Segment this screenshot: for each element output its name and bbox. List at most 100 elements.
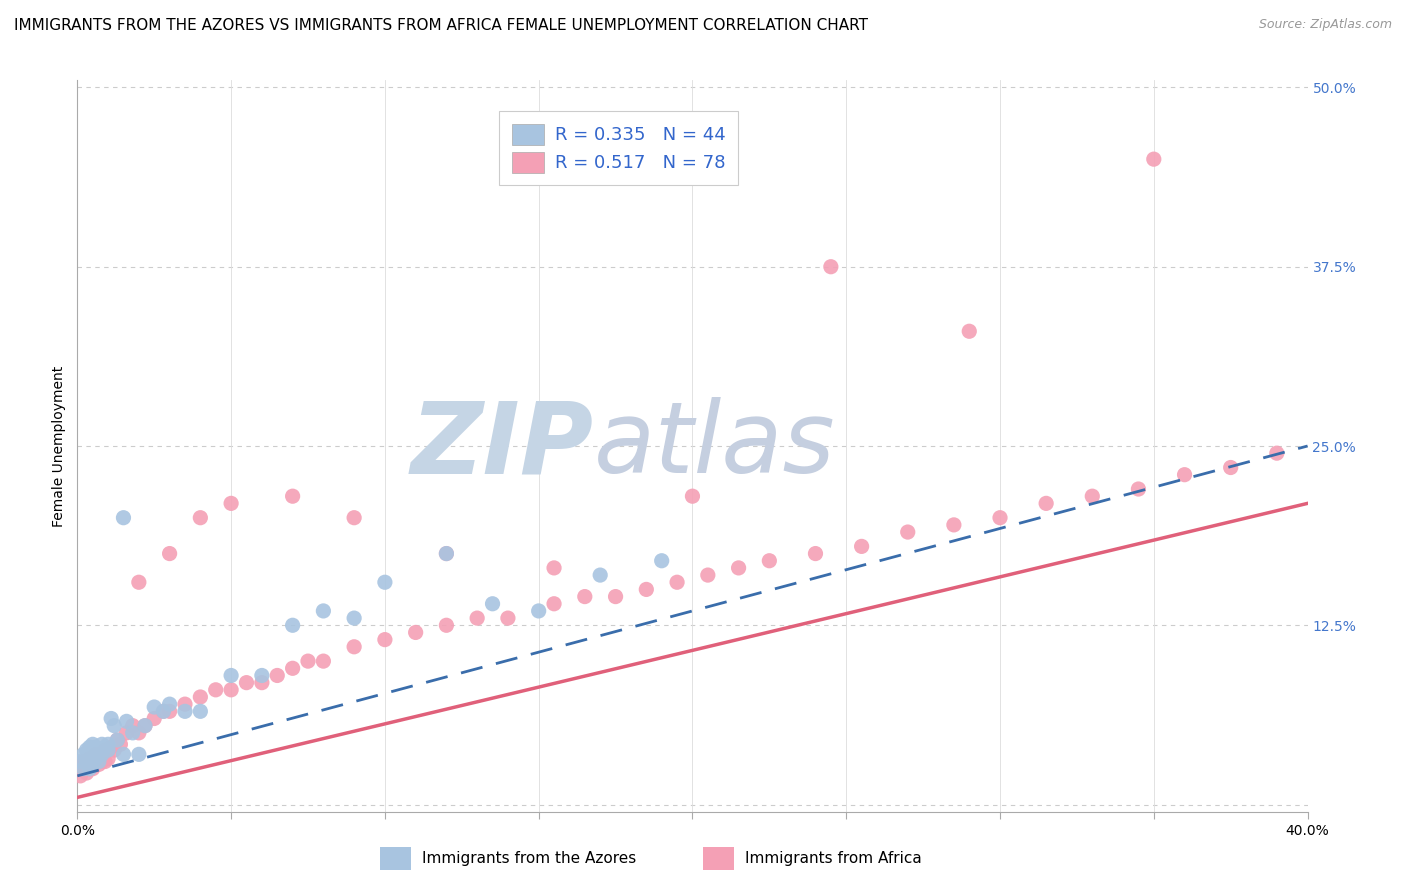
Point [1219, 460, 1241, 475]
Text: ZIP: ZIP [411, 398, 595, 494]
Point [87, 757, 110, 772]
Point [436, 618, 458, 632]
Point [1265, 446, 1288, 460]
Point [79, 740, 101, 755]
Point [72, 762, 94, 776]
Point [128, 726, 150, 740]
Point [436, 547, 458, 561]
Point [84, 747, 107, 762]
Point [666, 575, 689, 590]
Point [1035, 496, 1057, 510]
Point [174, 704, 197, 718]
Text: Immigrants from the Azores: Immigrants from the Azores [422, 851, 636, 866]
Point [152, 704, 174, 718]
Point [72, 747, 94, 762]
Point [219, 668, 242, 682]
Point [69, 755, 91, 769]
Point [235, 675, 257, 690]
Point [134, 719, 156, 733]
Point [758, 554, 780, 568]
Point [481, 597, 503, 611]
Point [128, 747, 150, 762]
Point [72, 755, 94, 769]
Point [343, 611, 366, 625]
Point [79, 762, 101, 776]
Point [143, 700, 166, 714]
Point [100, 740, 122, 755]
Point [465, 611, 488, 625]
Point [82, 747, 104, 762]
Point [574, 590, 596, 604]
Point [605, 590, 627, 604]
Point [103, 743, 125, 757]
Point [250, 668, 273, 682]
Point [105, 733, 128, 747]
Point [527, 604, 550, 618]
Point [682, 489, 704, 503]
Point [219, 496, 242, 510]
Point [804, 547, 827, 561]
Point [1143, 152, 1166, 166]
Point [110, 737, 132, 751]
Point [82, 757, 104, 772]
Point [374, 575, 396, 590]
Point [405, 625, 427, 640]
Text: Immigrants from Africa: Immigrants from Africa [745, 851, 922, 866]
Point [312, 654, 335, 668]
Point [543, 597, 565, 611]
Point [851, 540, 873, 554]
Point [69, 762, 91, 776]
Point [90, 747, 114, 762]
Point [897, 524, 920, 539]
Point [134, 719, 156, 733]
Point [121, 719, 143, 733]
Point [436, 547, 458, 561]
Point [343, 510, 366, 524]
Point [82, 757, 104, 772]
Point [696, 568, 718, 582]
Point [343, 640, 366, 654]
Point [543, 561, 565, 575]
Point [112, 747, 135, 762]
Point [121, 726, 143, 740]
Point [84, 752, 107, 766]
Legend: R = 0.335   N = 44, R = 0.517   N = 78: R = 0.335 N = 44, R = 0.517 N = 78 [499, 112, 738, 186]
Point [188, 510, 212, 524]
Point [957, 324, 980, 338]
Point [97, 737, 120, 751]
Text: atlas: atlas [595, 398, 835, 494]
Point [72, 762, 94, 776]
Point [297, 654, 319, 668]
Point [103, 719, 125, 733]
Point [312, 604, 335, 618]
Point [988, 510, 1011, 524]
Point [266, 668, 288, 682]
Point [90, 737, 114, 751]
Point [76, 757, 98, 772]
Point [82, 737, 104, 751]
Point [727, 561, 749, 575]
Point [128, 575, 150, 590]
Point [159, 704, 181, 718]
Point [174, 697, 197, 711]
Point [76, 755, 98, 769]
Point [82, 762, 104, 776]
Point [87, 752, 110, 766]
Point [1128, 482, 1150, 496]
Point [820, 260, 842, 274]
Point [105, 733, 128, 747]
Point [115, 726, 138, 740]
Point [281, 661, 304, 675]
Point [219, 682, 242, 697]
Point [374, 632, 396, 647]
Point [1081, 489, 1104, 503]
Point [112, 510, 135, 524]
Point [204, 682, 226, 697]
Point [97, 743, 120, 757]
Point [84, 755, 107, 769]
Point [159, 697, 181, 711]
Point [90, 747, 114, 762]
Point [496, 611, 519, 625]
Point [76, 766, 98, 780]
Point [90, 755, 114, 769]
